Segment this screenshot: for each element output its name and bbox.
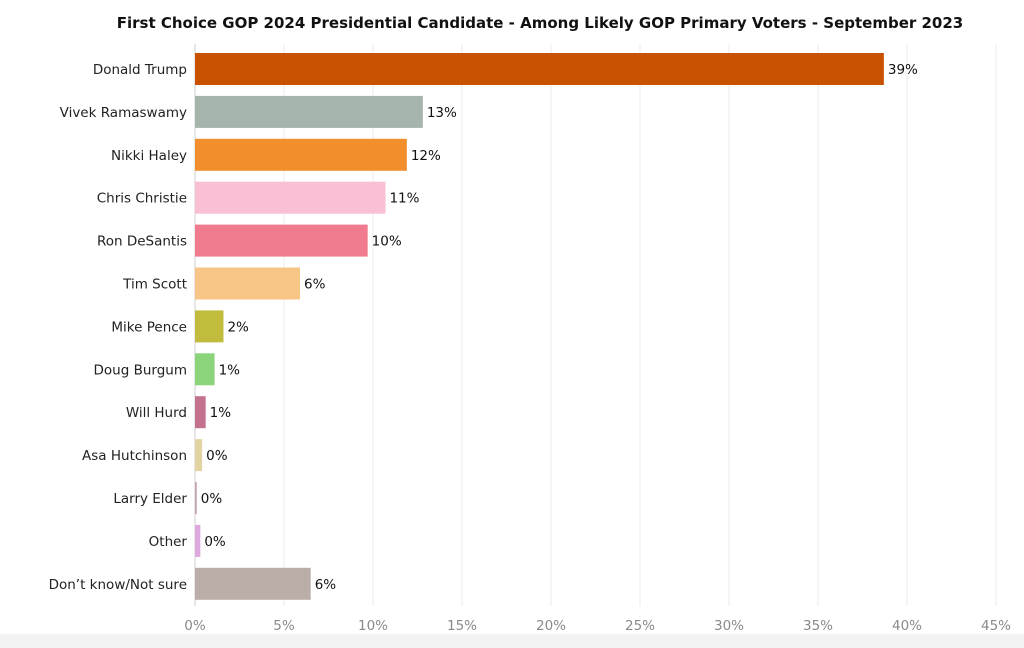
category-label: Other — [149, 534, 188, 550]
value-labels: 39% 13% 12% 11% 10% 6% 2% 1% 1% 0% 0% 0% 6% — [201, 62, 918, 593]
grid-lines — [194, 44, 997, 606]
bar — [195, 310, 224, 343]
bars — [195, 53, 884, 600]
bar — [195, 224, 368, 257]
value-label: 39% — [888, 62, 918, 78]
bar — [195, 267, 301, 300]
value-label: 2% — [227, 319, 249, 335]
value-label: 1% — [210, 405, 232, 421]
value-label: 6% — [315, 577, 337, 593]
value-label: 0% — [201, 491, 223, 507]
bar — [195, 396, 206, 429]
category-label: Chris Christie — [97, 191, 187, 207]
category-label: Donald Trump — [93, 62, 187, 78]
x-axis-ticks: 0% 5% 10% 15% 20% 25% 30% 35% 40% 45% — [184, 618, 1011, 634]
value-label: 11% — [389, 191, 419, 207]
value-label: 13% — [427, 105, 457, 121]
category-label: Larry Elder — [113, 491, 187, 507]
x-tick-label: 0% — [184, 618, 206, 634]
bottom-band — [0, 634, 1024, 648]
category-label: Asa Hutchinson — [82, 448, 187, 464]
category-labels: Donald Trump Vivek Ramaswamy Nikki Haley Ch… — [49, 62, 188, 593]
value-label: 0% — [204, 534, 226, 550]
x-tick-label: 10% — [358, 618, 388, 634]
category-label: Vivek Ramaswamy — [60, 105, 187, 121]
bar — [195, 524, 201, 557]
x-tick-label: 5% — [273, 618, 295, 634]
category-label: Don’t know/Not sure — [49, 577, 187, 593]
bar — [195, 95, 423, 128]
x-tick-label: 30% — [714, 618, 744, 634]
x-tick-label: 35% — [803, 618, 833, 634]
bar — [195, 138, 407, 171]
category-label: Will Hurd — [126, 405, 187, 421]
bar — [195, 353, 215, 386]
bar — [195, 482, 197, 514]
bar — [195, 53, 884, 85]
x-tick-label: 15% — [447, 618, 477, 634]
category-label: Tim Scott — [122, 277, 187, 293]
chart-title: First Choice GOP 2024 Presidential Candi… — [116, 14, 964, 32]
bar — [195, 439, 203, 472]
category-label: Doug Burgum — [94, 362, 187, 378]
category-label: Nikki Haley — [111, 148, 187, 164]
category-label: Mike Pence — [111, 319, 187, 335]
value-label: 12% — [411, 148, 441, 164]
x-tick-label: 25% — [625, 618, 655, 634]
value-label: 6% — [304, 277, 326, 293]
value-label: 1% — [219, 362, 241, 378]
x-tick-label: 45% — [981, 618, 1011, 634]
category-label: Ron DeSantis — [97, 234, 187, 250]
value-label: 0% — [206, 448, 228, 464]
value-label: 10% — [372, 234, 402, 250]
x-tick-label: 20% — [536, 618, 566, 634]
bar — [195, 181, 386, 214]
x-tick-label: 40% — [892, 618, 922, 634]
bar — [195, 567, 311, 600]
